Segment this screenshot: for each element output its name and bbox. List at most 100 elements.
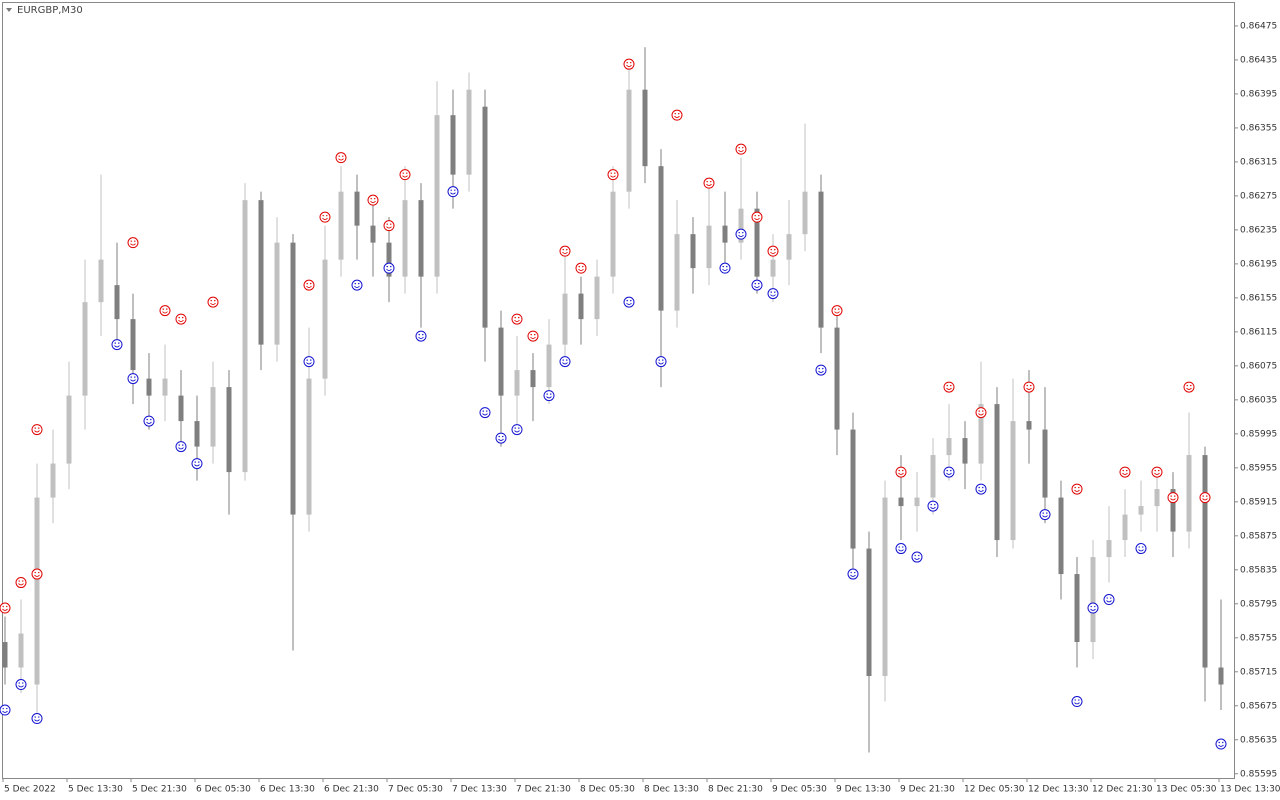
marker-eye xyxy=(742,146,744,149)
marker-face xyxy=(399,169,411,181)
marker-mouth xyxy=(450,192,456,195)
marker-eye xyxy=(166,308,168,310)
marker-eye xyxy=(6,707,8,710)
x-tick-label: 12 Dec 21:30 xyxy=(1092,785,1153,795)
candle-body xyxy=(962,438,968,464)
marker-face xyxy=(815,364,827,376)
marker-eye xyxy=(1154,469,1156,472)
candle-body xyxy=(146,378,152,396)
marker-eye xyxy=(758,214,760,217)
x-tick-label: 12 Dec 05:30 xyxy=(964,785,1025,795)
candle-body xyxy=(578,293,584,320)
marker-eye xyxy=(678,112,680,115)
marker-mouth xyxy=(818,370,824,373)
marker-eye xyxy=(194,461,196,463)
marker-face xyxy=(895,466,907,478)
candle-body xyxy=(466,89,472,175)
y-tick-label: 0.85715 xyxy=(1240,667,1277,677)
marker-eye xyxy=(1074,699,1076,701)
marker-eye xyxy=(1078,486,1080,489)
candle-body xyxy=(706,225,712,269)
marker-eye xyxy=(754,282,756,285)
marker-eye xyxy=(898,469,900,472)
candle-body xyxy=(530,370,536,388)
candle-body xyxy=(114,285,120,320)
marker-eye xyxy=(130,376,132,378)
marker-eye xyxy=(1158,469,1160,472)
marker-eye xyxy=(982,486,984,489)
marker-mouth xyxy=(354,285,360,288)
candle-body xyxy=(450,115,456,175)
marker-eye xyxy=(1218,741,1220,744)
marker-face xyxy=(767,245,779,257)
candle-body xyxy=(1042,429,1048,498)
candle-body xyxy=(50,463,56,498)
marker-face xyxy=(351,279,363,291)
marker-mouth xyxy=(178,319,184,322)
x-tick-label: 5 Dec 13:30 xyxy=(68,785,123,795)
marker-eye xyxy=(38,571,40,574)
signal-marker xyxy=(1183,381,1195,393)
marker-mouth xyxy=(898,472,904,475)
candle-body xyxy=(162,378,168,396)
marker-mouth xyxy=(626,64,632,68)
candle-body xyxy=(514,370,520,396)
candle-body xyxy=(1138,506,1144,515)
y-tick-label: 0.86075 xyxy=(1240,361,1277,371)
y-tick-label: 0.86195 xyxy=(1240,259,1277,269)
candle-body xyxy=(1170,489,1176,532)
marker-mouth xyxy=(674,115,680,119)
candle-body xyxy=(754,208,760,277)
marker-mouth xyxy=(1154,472,1160,475)
signal-marker xyxy=(159,305,171,317)
candle-body xyxy=(370,225,376,243)
marker-mouth xyxy=(626,302,632,305)
plot-frame xyxy=(2,2,1235,779)
collapse-arrow[interactable] xyxy=(6,8,12,12)
marker-eye xyxy=(1170,495,1172,497)
signal-marker xyxy=(735,228,747,240)
marker-face xyxy=(847,568,859,580)
signal-marker xyxy=(735,143,747,155)
marker-face xyxy=(911,551,923,563)
marker-eye xyxy=(1202,495,1204,497)
marker-mouth xyxy=(1138,549,1144,552)
signal-marker xyxy=(1071,483,1083,495)
chart-title: EURGBP,M30 xyxy=(17,5,83,16)
marker-eye xyxy=(310,282,312,285)
marker-eye xyxy=(706,180,708,183)
marker-eye xyxy=(1222,741,1224,744)
marker-face xyxy=(559,245,571,257)
marker-eye xyxy=(902,469,904,472)
marker-eye xyxy=(630,299,632,302)
marker-face xyxy=(543,390,555,402)
marker-face xyxy=(511,424,523,436)
marker-mouth xyxy=(194,464,200,467)
marker-eye xyxy=(502,435,504,438)
marker-eye xyxy=(950,384,952,387)
signal-marker xyxy=(975,407,987,419)
signal-marker xyxy=(831,305,843,317)
marker-face xyxy=(15,679,27,691)
signal-marker xyxy=(895,466,907,478)
candle-body xyxy=(978,404,984,464)
marker-face xyxy=(479,407,491,419)
marker-mouth xyxy=(914,557,920,560)
marker-face xyxy=(0,602,11,614)
marker-face xyxy=(111,339,123,351)
marker-eye xyxy=(1174,495,1176,497)
marker-face xyxy=(527,330,539,342)
y-tick-label: 0.85675 xyxy=(1240,701,1277,711)
signal-marker xyxy=(623,58,635,70)
marker-mouth xyxy=(1074,489,1080,492)
signal-marker xyxy=(1071,696,1083,708)
marker-mouth xyxy=(1106,600,1112,603)
marker-eye xyxy=(722,265,724,268)
marker-eye xyxy=(386,223,388,225)
marker-eye xyxy=(2,707,4,710)
marker-face xyxy=(623,58,635,70)
y-tick-label: 0.86395 xyxy=(1240,89,1277,99)
marker-face xyxy=(1023,381,1035,393)
marker-face xyxy=(319,211,331,223)
